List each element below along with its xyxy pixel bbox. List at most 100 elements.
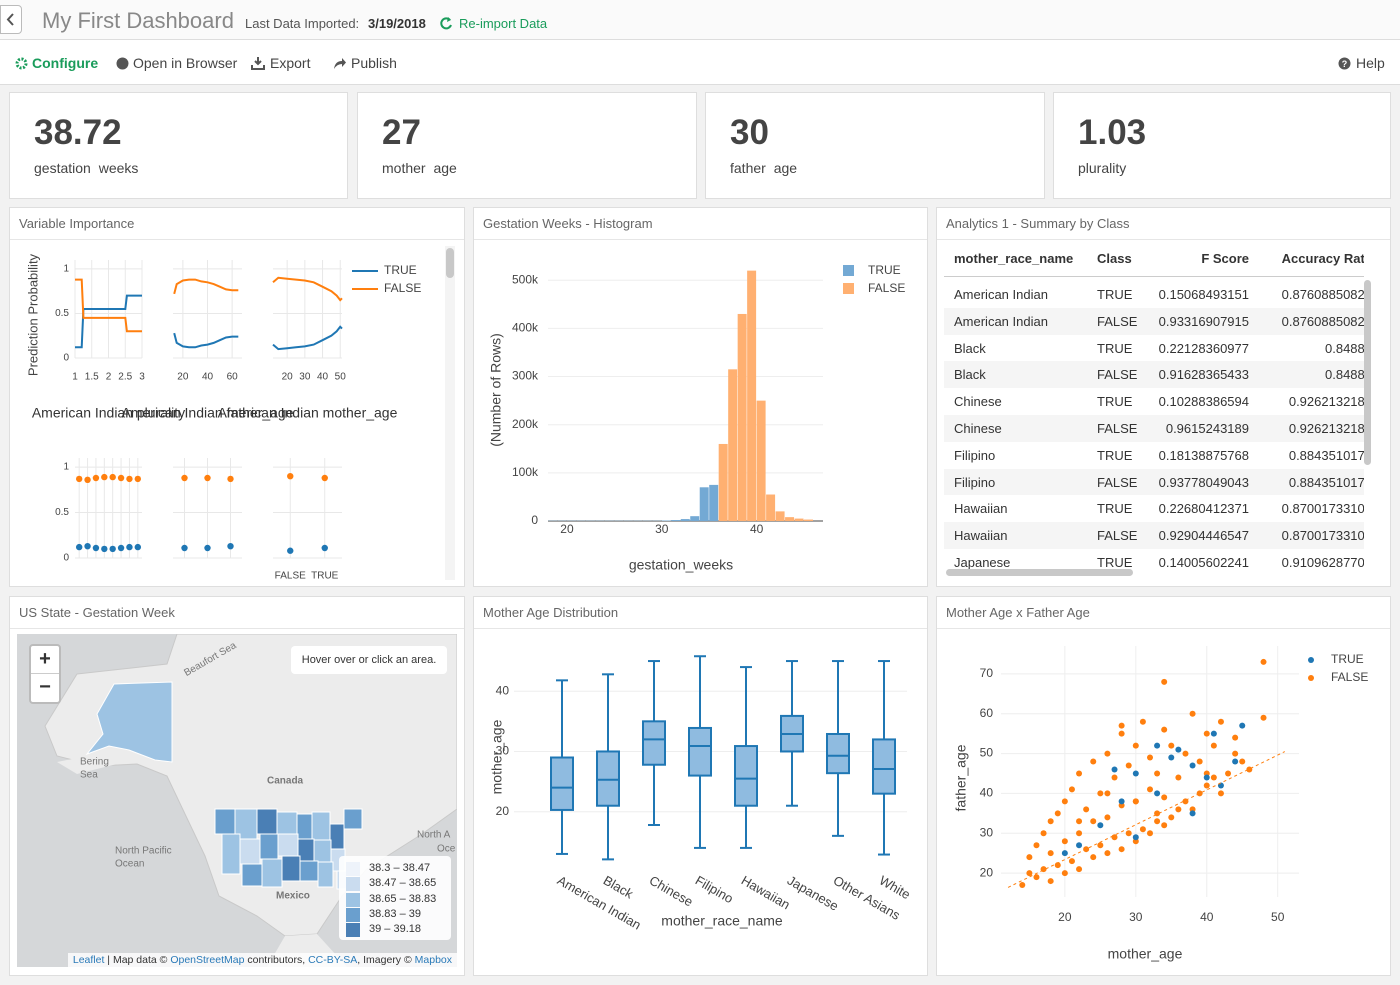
zoom-out[interactable]: −	[39, 676, 51, 698]
kpi-label: plurality	[1078, 160, 1127, 176]
panel-title: Analytics 1 - Summary by Class	[937, 208, 1390, 240]
attribution-link[interactable]: Leaflet	[72, 954, 105, 966]
publish-button[interactable]: Publish	[351, 55, 397, 71]
table-cell: TRUE	[1097, 501, 1133, 517]
legend-swatch	[346, 862, 360, 876]
table-cell: Hawaiian	[954, 501, 1008, 517]
table-cell: 0.9262132188	[1288, 421, 1364, 436]
attribution-link[interactable]: CC-BY-SA	[308, 954, 358, 966]
table-cell: Accuracy Rate	[1281, 251, 1364, 266]
summary-table: mother_race_name Class F Score Accuracy Rat…	[944, 239, 1364, 569]
state	[239, 838, 261, 865]
scroll-track	[445, 246, 455, 580]
table-cell: mother_race_name	[954, 251, 1074, 266]
table-cell: 0.84882	[1325, 367, 1364, 383]
state	[296, 813, 313, 840]
table-cell: 0.92904446547	[1158, 528, 1249, 544]
attribution-text: , Imagery ©	[357, 954, 415, 966]
table-cell: Chinese	[954, 421, 1002, 436]
state	[313, 839, 332, 863]
table-cell: TRUE	[1097, 555, 1133, 569]
state	[256, 808, 278, 835]
map[interactable]: Beaufort Sea Bering Sea Canada North Pacific…	[17, 634, 457, 967]
map-hint: Hover over or click an area.	[291, 646, 447, 674]
table-cell: Hawaiian	[954, 528, 1008, 544]
scrollbar[interactable]	[446, 248, 454, 278]
configure-button[interactable]: Configure	[32, 55, 99, 71]
table-cell: Black	[954, 340, 986, 356]
alaska[interactable]	[85, 681, 173, 763]
back-button[interactable]	[0, 5, 22, 34]
state	[299, 860, 319, 882]
panel: Gestation Weeks - Histogram	[473, 207, 928, 587]
state	[281, 855, 301, 882]
row-stripe	[944, 415, 1364, 442]
panel: Mother Age Distribution	[473, 596, 928, 976]
legend-label: 39 – 39.18	[369, 923, 421, 936]
row-stripe	[944, 307, 1364, 335]
table-cell: 0.22680412371	[1158, 501, 1249, 517]
table-cell: 0.9615243189	[1165, 421, 1249, 436]
panel-title: Mother Age Distribution	[474, 597, 927, 629]
attribution-link[interactable]: Mapbox	[414, 954, 452, 966]
map-label: Ocean	[115, 859, 144, 870]
table-cell: 0.15068493151	[1158, 287, 1249, 302]
table-cell: 0.8843510176	[1288, 474, 1364, 490]
scrollbar[interactable]	[1364, 280, 1371, 465]
table-cell: American Indian	[954, 313, 1048, 329]
map-label: North Pacific	[115, 846, 172, 857]
table-cell: FALSE	[1097, 474, 1138, 490]
table-rule	[944, 276, 1364, 277]
svg-text:?: ?	[1342, 59, 1348, 69]
table-cell: TRUE	[1097, 394, 1133, 410]
globe-icon	[116, 57, 129, 70]
state	[317, 861, 334, 888]
legend-swatch	[346, 923, 360, 938]
map-label: Sea	[80, 770, 98, 781]
reimport-icon	[440, 17, 452, 30]
legend-label: 38.47 – 38.65	[369, 877, 437, 890]
help-button[interactable]: Help	[1356, 55, 1385, 71]
table-cell: F Score	[1201, 251, 1249, 266]
attribution-text: contributors,	[244, 954, 309, 966]
table-cell: 0.87608850821	[1281, 287, 1364, 302]
table-cell: 0.10288386594	[1158, 394, 1249, 410]
table-cell: 0.22128360977	[1158, 340, 1249, 356]
table-cell: TRUE	[1097, 447, 1133, 463]
map-label: Mexico	[276, 891, 310, 902]
scrollbar[interactable]	[946, 569, 1133, 576]
table-cell: 0.87001733102	[1281, 501, 1364, 517]
open-browser-button[interactable]: Open in Browser	[133, 55, 238, 71]
state	[343, 808, 363, 830]
attribution-text: | Map data ©	[104, 954, 171, 966]
state	[221, 833, 241, 875]
map-label: Oce	[437, 844, 456, 855]
legend-swatch	[346, 877, 360, 892]
zoom-in[interactable]: +	[31, 646, 59, 674]
table-cell: 0.91096287703	[1281, 555, 1364, 569]
table-cell: Japanese	[954, 555, 1011, 569]
kpi-card: 1.03 plurality	[1053, 92, 1391, 199]
state	[329, 823, 345, 850]
dashboard-title: My First Dashboard	[42, 8, 234, 33]
attribution-link[interactable]: OpenStreetMap	[170, 954, 245, 966]
reimport-link[interactable]: Re-import Data	[459, 16, 548, 31]
table-cell: FALSE	[1097, 528, 1138, 544]
map-label: Canada	[267, 776, 304, 787]
export-button[interactable]: Export	[270, 55, 311, 71]
import-date: 3/19/2018	[368, 16, 426, 31]
share-icon	[334, 58, 346, 69]
header	[0, 0, 1400, 40]
panel-title: US State - Gestation Week	[10, 597, 464, 629]
land	[57, 756, 117, 774]
kpi-label: father age	[730, 160, 798, 176]
table-cell: 0.93778049043	[1158, 474, 1249, 490]
table-cell: TRUE	[1097, 340, 1133, 356]
table-cell: Filipino	[954, 447, 996, 463]
panel-title: Mother Age x Father Age	[937, 597, 1390, 629]
table-cell: 0.87608850821	[1281, 313, 1364, 329]
legend-swatch	[346, 892, 360, 907]
attribution: Leaflet | Map data © OpenStreetMap contr…	[67, 953, 457, 967]
